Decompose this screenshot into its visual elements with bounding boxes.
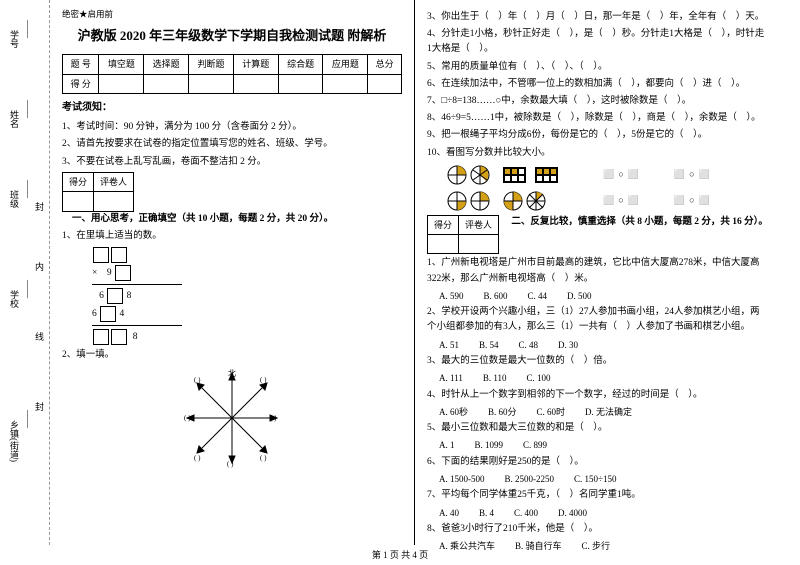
section1-title: 一、用心思考，正确填空（共 10 小题，每题 2 分，共 20 分）。	[72, 212, 333, 227]
q9: 9、把一根绳子平均分成6份，每份是它的（ ），5份是它的（ ）。	[427, 128, 768, 143]
svg-text:( ): ( )	[184, 414, 191, 422]
score-hdr: 总分	[368, 55, 402, 74]
q3: 3、你出生于（ ）年（ ）月（ ）日，那一年是（ ）年，全年有（ ）天。	[427, 10, 768, 25]
seal-char: 封	[35, 400, 44, 413]
scorer-box-2: 得分评卷人	[427, 215, 499, 255]
margin-label-class: 班级	[8, 190, 21, 208]
margin-field-id: ____	[26, 20, 36, 38]
score-hdr: 判断题	[189, 55, 234, 74]
fraction-diagrams: ⬜○⬜ ⬜○⬜ ⬜○⬜ ⬜○⬜	[447, 165, 768, 211]
s2q1: 1、广州新电视塔是广州市目前最高的建筑，它比中信大厦高278米，中信大厦高322…	[427, 256, 768, 286]
margin-field-name: ____	[26, 100, 36, 118]
svg-text:( ): ( )	[260, 376, 267, 384]
s2q6: 6、下面的结果刚好是250的是（ ）。	[427, 455, 768, 470]
right-column: 3、你出生于（ ）年（ ）月（ ）日，那一年是（ ）年，全年有（ ）天。 4、分…	[415, 0, 780, 545]
seal-char: 线	[35, 330, 44, 343]
multiplication-problem: × 9 6 8 6 4 8	[92, 246, 402, 346]
margin-label-id: 学号	[8, 30, 21, 48]
margin-label-name: 姓名	[8, 110, 21, 128]
score-hdr: 综合题	[278, 55, 323, 74]
notice-item: 3、不要在试卷上乱写乱画，卷面不整洁扣 2 分。	[62, 155, 402, 170]
q6: 6、在连续加法中，不管哪一位上的数相加满（ ），都要向（ ）进（ ）。	[427, 77, 768, 92]
seal-char: 内	[35, 260, 44, 273]
score-hdr: 填空题	[99, 55, 144, 74]
margin-label-town: 乡镇(街道)	[8, 420, 21, 462]
s2q8: 8、爸爸3小时行了210千米，他是（ ）。	[427, 522, 768, 537]
q5: 5、常用的质量单位有（ ）、（ ）、（ ）。	[427, 60, 768, 75]
score-hdr: 题 号	[63, 55, 99, 74]
notice-title: 考试须知：	[62, 100, 402, 116]
q10: 10、看图写分数并比较大小。	[427, 146, 768, 161]
q4: 4、分针走1小格，秒针正好走（ ），是（ ）秒。分针走1大格是（ ），时针走1大…	[427, 27, 768, 57]
binding-margin: 学号 ____ 姓名 ____ 班级 ____ 学校 ____ 乡镇(街道) _…	[0, 0, 50, 545]
margin-field-school: ____	[26, 280, 36, 298]
score-table: 题 号 填空题 选择题 判断题 计算题 综合题 应用题 总分 得 分	[62, 54, 402, 94]
left-column: 绝密★启用前 沪教版 2020 年三年级数学下学期自我检测试题 附解析 题 号 …	[50, 0, 415, 545]
score-hdr: 选择题	[144, 55, 189, 74]
notice-item: 2、请首先按要求在试卷的指定位置填写您的姓名、班级、学号。	[62, 137, 402, 152]
svg-text:( ): ( )	[194, 454, 201, 462]
s2q4: 4、时针从上一个数字到相邻的下一个数字，经过的时间是（ ）。	[427, 388, 768, 403]
score-hdr: 计算题	[233, 55, 278, 74]
s2q2: 2、学校开设两个兴趣小组，三（1）27人参加书画小组，24人参加棋艺小组，两个小…	[427, 305, 768, 335]
score-row-label: 得 分	[63, 74, 99, 93]
s2q5: 5、最小三位数和最大三位数的和是（ ）。	[427, 421, 768, 436]
compass-diagram: 北 ( ) ( ) ( ) ( ) ( ) ( ) ( )	[182, 368, 282, 468]
margin-label-school: 学校	[8, 290, 21, 308]
page-footer: 第 1 页 共 4 页	[0, 548, 800, 561]
exam-title: 沪教版 2020 年三年级数学下学期自我检测试题 附解析	[62, 26, 402, 47]
svg-text:( ): ( )	[260, 454, 267, 462]
q7: 7、□÷8=138……○中，余数最大填（ ），这时被除数是（ ）。	[427, 94, 768, 109]
svg-text:( ): ( )	[270, 414, 277, 422]
s2q3: 3、最大的三位数是最大一位数的（ ）倍。	[427, 354, 768, 369]
svg-text:( ): ( )	[227, 460, 234, 468]
score-hdr: 应用题	[323, 55, 368, 74]
q1-2: 2、填一填。	[62, 348, 402, 363]
seal-char: 封	[35, 200, 44, 213]
margin-field-class: ____	[26, 180, 36, 198]
svg-text:( ): ( )	[194, 376, 201, 384]
scorer-box: 得分评卷人	[62, 172, 134, 212]
s2q7: 7、平均每个同学体重25千克，（ ）名同学重1吨。	[427, 488, 768, 503]
q8: 8、46÷9=5……1中，被除数是（ ），除数是（ ），商是（ ），余数是（ ）…	[427, 111, 768, 126]
q1-1: 1、在里填上适当的数。	[62, 229, 402, 244]
notice-item: 1、考试时间：90 分钟，满分为 100 分（含卷面分 2 分）。	[62, 120, 402, 135]
confidential-label: 绝密★启用前	[62, 8, 402, 22]
grid-icon	[535, 167, 558, 183]
section2-title: 二、反复比较，慎重选择（共 8 小题，每题 2 分，共 16 分）。	[511, 215, 768, 230]
grid-icon	[503, 167, 526, 183]
compass-north: 北	[228, 369, 236, 378]
